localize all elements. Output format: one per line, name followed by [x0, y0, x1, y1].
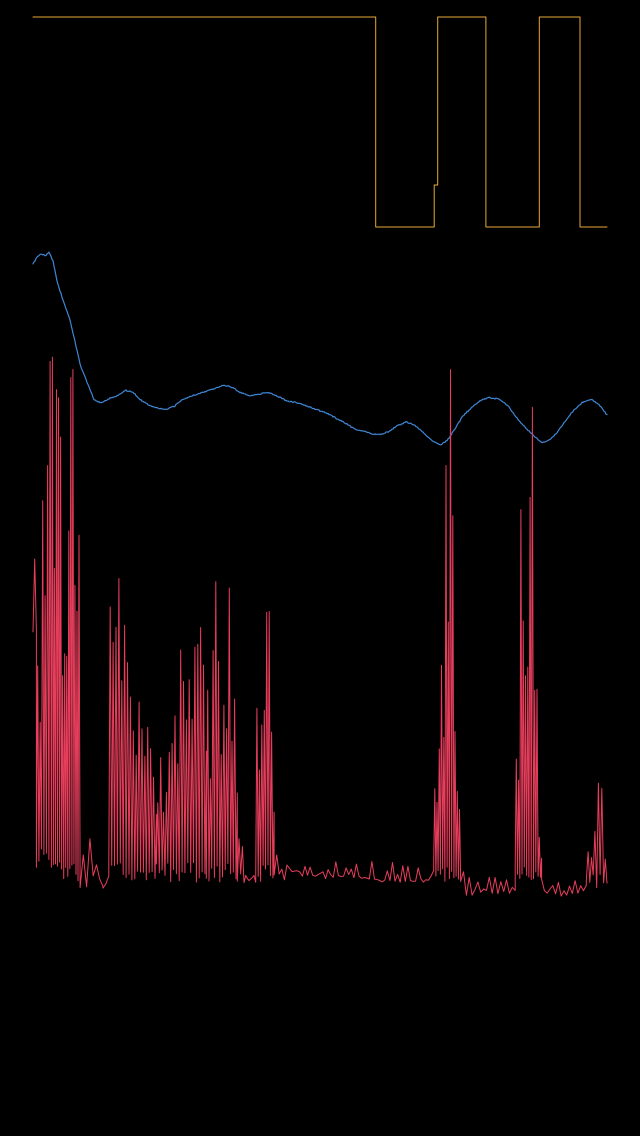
series-line-state — [32, 16, 608, 228]
series-line-smooth — [32, 251, 608, 446]
series-line-activity — [32, 356, 608, 897]
